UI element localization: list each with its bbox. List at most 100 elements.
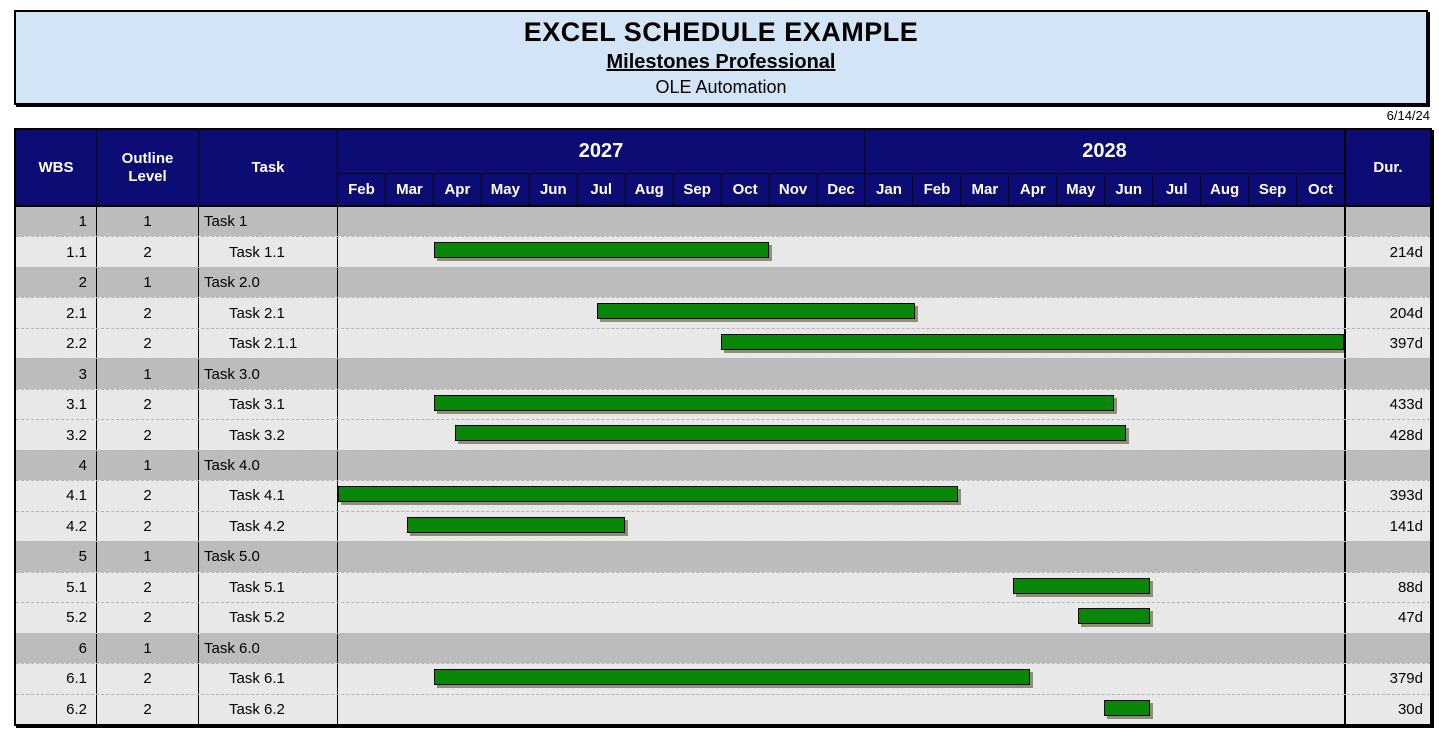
task-name-cell: Task 2.0 <box>199 267 338 298</box>
month-label: May <box>1057 174 1106 205</box>
table-body: 1 1 Task 1 1.1 2 Task 1.1 214d 2 1 Task 2.0 2.1 2 Ta… <box>16 207 1430 724</box>
outline-level-cell: 1 <box>97 633 199 664</box>
gantt-row-area <box>338 664 1346 694</box>
wbs-cell: 3 <box>16 359 97 389</box>
table-row: 6.2 2 Task 6.2 30d <box>16 693 1430 724</box>
outline-level-cell: 2 <box>97 481 199 511</box>
wbs-cell: 1 <box>16 207 97 237</box>
month-label: Oct <box>1308 180 1334 198</box>
gantt-bar <box>455 425 1127 442</box>
title-banner: EXCEL SCHEDULE EXAMPLE Milestones Profes… <box>14 10 1428 105</box>
gantt-bar <box>433 242 770 259</box>
wbs-cell: 5.1 <box>16 572 97 603</box>
gantt-row-area <box>338 511 1346 542</box>
month-label: Jun <box>1105 174 1154 205</box>
wbs-cell: 2.1 <box>16 298 97 328</box>
month-label: Feb <box>913 174 962 205</box>
table-row: 6 1 Task 6.0 <box>16 632 1430 664</box>
wbs-cell: 5 <box>16 542 97 572</box>
outline-level-cell: 1 <box>97 207 199 237</box>
month-label: Oct <box>722 174 770 205</box>
outline-level-cell: 2 <box>97 603 199 633</box>
outline-level-cell: 1 <box>97 542 199 572</box>
wbs-cell: 5.2 <box>16 603 97 633</box>
outline-level-cell: 2 <box>97 298 199 328</box>
gantt-row-area <box>338 267 1346 298</box>
wbs-cell: 6.1 <box>16 664 97 694</box>
table-row: 2 1 Task 2.0 <box>16 266 1430 298</box>
table-row: 3 1 Task 3.0 <box>16 358 1430 389</box>
month-label: Aug <box>1201 174 1250 205</box>
gantt-bar <box>433 394 1115 411</box>
task-name-cell: Task 1 <box>199 207 338 237</box>
month-label: Jan <box>865 174 914 205</box>
duration-cell <box>1346 268 1430 297</box>
table-row: 4 1 Task 4.0 <box>16 449 1430 481</box>
timeline-years-row: 2027 2028 <box>338 130 1344 174</box>
task-name-cell: Task 1.1 <box>199 237 338 267</box>
table-header: WBS Outline Level Task 2027 2028 Feb Mar Ap… <box>16 130 1430 207</box>
outline-level-cell: 1 <box>97 450 199 481</box>
duration-cell: 141d <box>1389 517 1423 535</box>
task-name-cell: Task 3.1 <box>199 389 338 420</box>
task-name-cell: Task 6.2 <box>199 694 338 724</box>
wbs-cell: 4.2 <box>16 511 97 542</box>
gantt-row-area <box>338 328 1346 359</box>
task-name-cell: Task 6.0 <box>199 633 338 664</box>
gantt-bar <box>1078 608 1150 625</box>
wbs-cell: 3.2 <box>16 420 97 450</box>
table-row: 3.2 2 Task 3.2 428d <box>16 419 1430 450</box>
gantt-bar <box>721 333 1344 350</box>
month-label: Mar <box>961 174 1010 205</box>
duration-cell: 379d <box>1389 670 1423 688</box>
outline-level-cell: 2 <box>97 664 199 694</box>
table-row: 5 1 Task 5.0 <box>16 541 1430 572</box>
month-label: Sep <box>1249 174 1298 205</box>
table-row: 1 1 Task 1 <box>16 207 1430 237</box>
month-label: Nov <box>770 174 818 205</box>
month-label: May <box>482 174 530 205</box>
wbs-cell: 2 <box>16 267 97 298</box>
report-date: 6/14/24 <box>1386 108 1430 123</box>
header-outline-level: Outline Level <box>97 130 199 205</box>
wbs-cell: 6.2 <box>16 694 97 724</box>
gantt-bar <box>338 486 959 503</box>
gantt-row-area <box>338 603 1346 633</box>
duration-cell: 47d <box>1397 609 1423 627</box>
outline-level-cell: 1 <box>97 267 199 298</box>
gantt-row-area <box>338 207 1346 237</box>
timeline-months-row: Feb Mar Apr May Jun Jul Aug Sep Oct Nov Dec Jan Feb M… <box>338 174 1344 205</box>
gantt-row-area <box>338 450 1346 481</box>
task-name-cell: Task 5.1 <box>199 572 338 603</box>
gantt-row-area <box>338 420 1346 450</box>
header-timeline: 2027 2028 Feb Mar Apr May Jun Jul Aug Sep Oct Nov D… <box>338 130 1346 205</box>
duration-cell <box>1346 542 1430 571</box>
header-task: Task <box>199 130 338 205</box>
duration-cell: 428d <box>1389 426 1423 444</box>
task-name-cell: Task 2.1 <box>199 298 338 328</box>
gantt-bar <box>406 516 626 533</box>
task-name-cell: Task 5.2 <box>199 603 338 633</box>
table-row: 3.1 2 Task 3.1 433d <box>16 388 1430 420</box>
table-row: 4.2 2 Task 4.2 141d <box>16 510 1430 542</box>
task-name-cell: Task 4.1 <box>199 481 338 511</box>
month-label: Aug <box>626 174 674 205</box>
schedule-table: WBS Outline Level Task 2027 2028 Feb Mar Ap… <box>14 128 1432 726</box>
outline-level-cell: 2 <box>97 694 199 724</box>
gantt-bar <box>1104 699 1150 716</box>
gantt-bar <box>596 303 916 320</box>
gantt-row-area <box>338 694 1346 724</box>
duration-cell: 397d <box>1389 335 1423 353</box>
table-row: 4.1 2 Task 4.1 393d <box>16 480 1430 511</box>
table-row: 5.2 2 Task 5.2 47d <box>16 602 1430 633</box>
month-label: Jul <box>1153 174 1202 205</box>
wbs-cell: 2.2 <box>16 328 97 359</box>
wbs-cell: 6 <box>16 633 97 664</box>
outline-level-cell: 2 <box>97 511 199 542</box>
duration-cell: 214d <box>1389 243 1423 261</box>
header-wbs: WBS <box>16 130 97 205</box>
month-label: Feb <box>338 174 386 205</box>
gantt-row-area <box>338 237 1346 267</box>
duration-cell: 433d <box>1389 396 1423 414</box>
